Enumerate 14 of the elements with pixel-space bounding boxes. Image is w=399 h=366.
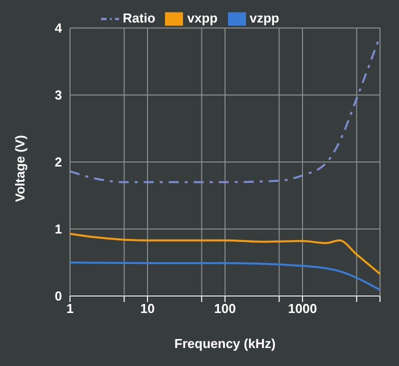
y-tick-label: 0 [54,288,62,304]
y-axis-title: Voltage (V) [12,135,28,202]
y-tick-label: 2 [54,154,62,170]
x-tick-label: 10 [140,301,155,316]
legend-label: vzpp [250,10,280,26]
x-tick-label: 1000 [288,301,317,316]
x-axis-title: Frequency (kHz) [174,336,276,351]
x-tick-label: 1 [66,301,74,316]
x-tick-label: 100 [214,301,236,316]
y-tick-label: 4 [54,20,63,36]
y-tick-label: 3 [54,88,62,103]
legend-label: Ratio [122,10,156,26]
y-tick-label: 1 [54,222,62,237]
legend-label: vxpp [187,10,218,26]
